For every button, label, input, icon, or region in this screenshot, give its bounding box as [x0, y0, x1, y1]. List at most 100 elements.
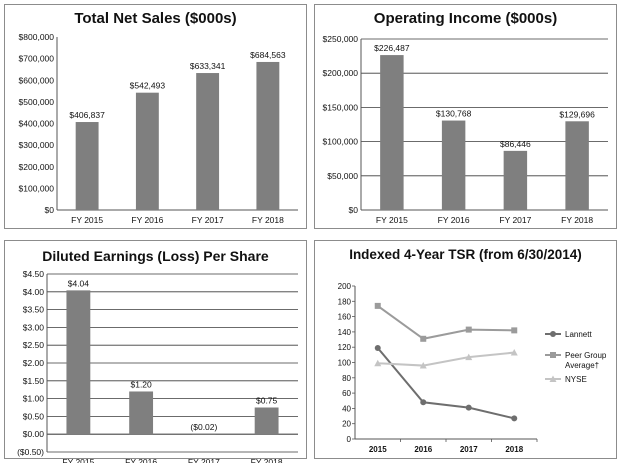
operating-income-xtick-label: FY 2018 — [561, 215, 593, 225]
tsr-legend-marker — [550, 352, 556, 358]
net-sales-bar — [75, 122, 99, 210]
tsr-legend-marker — [549, 375, 557, 382]
eps-ytick-label: ($0.50) — [17, 447, 44, 457]
net-sales-value-label: $406,837 — [69, 110, 105, 120]
tsr-point — [511, 327, 518, 334]
net-sales-value-label: $542,493 — [130, 81, 166, 91]
eps-xtick-label: FY 2016 — [125, 457, 157, 463]
eps-value-label: $1.20 — [130, 379, 152, 389]
tsr-point — [465, 404, 472, 411]
eps-ytick-label: $0.00 — [23, 429, 45, 439]
operating-income-ytick-label: $100,000 — [323, 137, 359, 147]
net-sales-ytick-label: $300,000 — [19, 140, 55, 150]
net-sales-chart: $0 $100,000 $200,000 $300,000 $400,000 $500,0… — [19, 32, 298, 225]
tsr-legend-label: Peer Group — [565, 351, 607, 360]
eps-xtick-label: FY 2015 — [62, 457, 94, 463]
tsr-legend-label: Lannett — [565, 330, 592, 339]
tsr-point — [374, 359, 382, 367]
eps-bar — [66, 290, 91, 435]
operating-income-value-label: $226,487 — [374, 43, 410, 53]
eps-ytick-label: $2.00 — [23, 358, 45, 368]
eps-bar — [254, 407, 279, 435]
eps-ytick-label: $3.50 — [23, 305, 45, 315]
eps-ytick-label: $1.00 — [23, 394, 45, 404]
net-sales-bar — [135, 92, 159, 210]
operating-income-xtick-label: FY 2017 — [499, 215, 531, 225]
tsr-series-line-peer — [377, 305, 515, 340]
operating-income-xtick-label: FY 2015 — [376, 215, 408, 225]
tsr-title: Indexed 4-Year TSR (from 6/30/2014) — [349, 247, 582, 262]
eps-bar — [129, 391, 154, 435]
net-sales-value-label: $684,563 — [250, 50, 286, 60]
tsr-ytick-label: 180 — [338, 297, 352, 306]
net-sales-ytick-label: $200,000 — [19, 162, 55, 172]
eps-ytick-label: $3.00 — [23, 322, 45, 332]
tsr-point — [465, 353, 473, 361]
net-sales-ytick-label: $0 — [45, 205, 55, 215]
net-sales-bar — [256, 61, 280, 210]
tsr-legend-marker — [550, 331, 556, 337]
operating-income-ytick-label: $50,000 — [327, 171, 358, 181]
net-sales-ytick-label: $100,000 — [19, 183, 55, 193]
tsr-xtick-label: 2018 — [505, 445, 523, 454]
net-sales-ytick-label: $500,000 — [19, 97, 55, 107]
tsr-xtick-label: 2016 — [414, 445, 432, 454]
tsr-ytick-label: 0 — [347, 435, 352, 444]
net-sales-ytick-label: $400,000 — [19, 119, 55, 129]
tsr-point — [374, 344, 381, 351]
net-sales-title: Total Net Sales ($000s) — [74, 10, 237, 27]
operating-income-chart: $0 $50,000 $100,000 $150,000 $200,000 $250,00… — [323, 34, 608, 225]
eps-ytick-label: $1.50 — [23, 376, 45, 386]
net-sales-value-label: $633,341 — [190, 61, 226, 71]
net-sales-xtick-label: FY 2017 — [192, 215, 224, 225]
net-sales-xtick-label: FY 2018 — [252, 215, 284, 225]
tsr-ytick-label: 80 — [342, 374, 351, 383]
net-sales-xtick-label: FY 2015 — [71, 215, 103, 225]
tsr-legend-label: Average† — [565, 361, 599, 370]
eps-chart: ($0.50) $0.00 $0.50 $1.00 $1.50 $2.00 $2.50 $3.… — [17, 269, 298, 463]
eps-title: Diluted Earnings (Loss) Per Share — [42, 248, 269, 264]
tsr-ytick-label: 120 — [338, 343, 352, 352]
tsr-point — [420, 335, 427, 342]
operating-income-bar — [441, 120, 466, 210]
net-sales-panel: Total Net Sales ($000s) $0 $100,000 $200,0… — [4, 4, 307, 229]
operating-income-ytick-label: $150,000 — [323, 102, 359, 112]
net-sales-ytick-label: $600,000 — [19, 75, 55, 85]
tsr-panel: Indexed 4-Year TSR (from 6/30/2014) 0 20 4… — [314, 240, 617, 459]
tsr-point — [465, 326, 472, 333]
eps-ytick-label: $4.00 — [23, 287, 45, 297]
eps-value-label: ($0.02) — [190, 422, 217, 432]
eps-value-label: $0.75 — [256, 396, 278, 406]
operating-income-xtick-label: FY 2016 — [438, 215, 470, 225]
eps-panel: Diluted Earnings (Loss) Per Share ($0.50… — [4, 240, 307, 463]
net-sales-xtick-label: FY 2016 — [131, 215, 163, 225]
operating-income-title: Operating Income ($000s) — [373, 10, 558, 27]
tsr-point — [511, 415, 518, 422]
eps-xtick-label: FY 2017 — [188, 457, 220, 463]
eps-value-label: $4.04 — [68, 278, 90, 288]
operating-income-bar — [380, 55, 404, 211]
tsr-legend-label: NYSE — [565, 375, 587, 384]
tsr-ytick-label: 160 — [338, 313, 352, 322]
operating-income-value-label: $86,446 — [500, 139, 531, 149]
net-sales-ytick-label: $800,000 — [19, 32, 55, 42]
tsr-point — [419, 362, 427, 369]
tsr-ytick-label: 60 — [342, 389, 351, 398]
tsr-ytick-label: 20 — [342, 420, 351, 429]
eps-xtick-label: FY 2018 — [251, 457, 283, 463]
operating-income-ytick-label: $200,000 — [323, 68, 359, 78]
eps-bar — [191, 434, 216, 435]
tsr-point — [374, 302, 381, 309]
eps-ytick-label: $0.50 — [23, 411, 45, 421]
operating-income-bar — [503, 150, 528, 210]
operating-income-value-label: $129,696 — [559, 109, 595, 119]
net-sales-bar — [196, 73, 220, 210]
operating-income-ytick-label: $0 — [349, 205, 359, 215]
tsr-chart: 0 20 40 60 80 100 120 140 160 180 200 2015 2016 2017 2… — [338, 282, 607, 454]
net-sales-ytick-label: $700,000 — [19, 54, 55, 64]
operating-income-value-label: $130,768 — [436, 109, 472, 119]
tsr-ytick-label: 200 — [338, 282, 352, 291]
eps-ytick-label: $2.50 — [23, 340, 45, 350]
operating-income-panel: Operating Income ($000s) $0 $50,000 $100,0… — [314, 4, 617, 229]
tsr-point — [510, 349, 518, 356]
